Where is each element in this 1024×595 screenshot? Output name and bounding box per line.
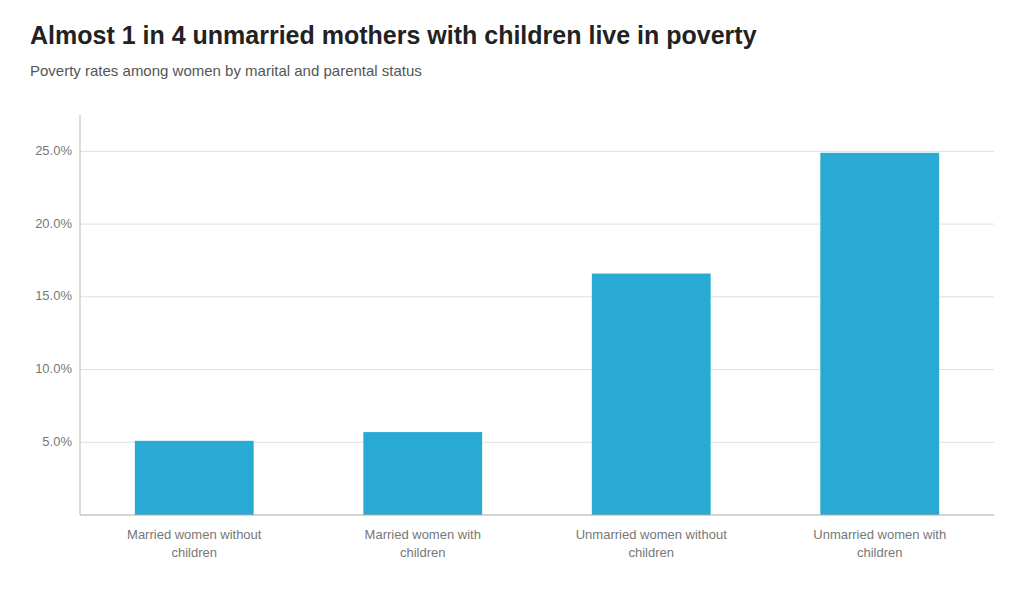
x-tick-label-line: Married women without — [127, 527, 262, 542]
x-tick-label-line: Unmarried women with — [813, 527, 946, 542]
bars — [135, 153, 939, 515]
x-axis: Married women withoutchildrenMarried wom… — [127, 527, 946, 560]
x-tick-label-line: children — [628, 545, 674, 560]
chart-container: Almost 1 in 4 unmarried mothers with chi… — [0, 0, 1024, 595]
grid-line — [80, 151, 994, 152]
y-tick-label: 5.0% — [42, 434, 72, 449]
x-tick-label: Married women with children — [365, 527, 481, 560]
y-tick-label: 15.0% — [35, 288, 72, 303]
x-tick-label-line: children — [400, 545, 446, 560]
bar — [135, 441, 254, 515]
y-axis-line — [80, 115, 81, 515]
y-tick-label: 20.0% — [35, 216, 72, 231]
x-tick-label: Unmarried women with children — [813, 527, 946, 560]
x-tick-label-line: Unmarried women without — [576, 527, 727, 542]
x-axis-line — [80, 515, 994, 516]
x-tick-label-line: Married women with — [365, 527, 481, 542]
subtitle: Poverty rates among women by marital and… — [30, 62, 422, 79]
bar — [363, 432, 482, 515]
chart: Almost 1 in 4 unmarried mothers with chi… — [0, 0, 1024, 595]
bar — [592, 274, 711, 515]
y-tick-label: 25.0% — [35, 143, 72, 158]
x-tick-label: Married women without children — [127, 527, 262, 560]
title: Almost 1 in 4 unmarried mothers with chi… — [30, 21, 757, 49]
y-tick-label: 10.0% — [35, 361, 72, 376]
x-tick-label-line: children — [857, 545, 903, 560]
x-tick-label-line: children — [171, 545, 217, 560]
x-tick-label: Unmarried women without children — [576, 527, 727, 560]
bar — [820, 153, 939, 515]
